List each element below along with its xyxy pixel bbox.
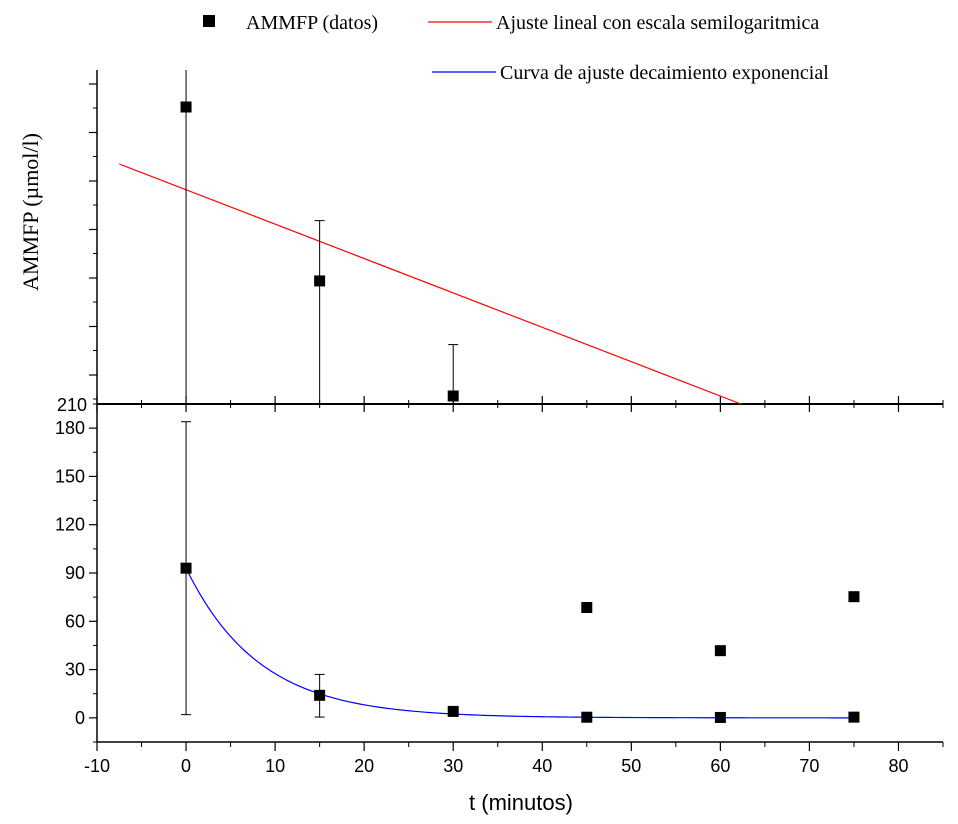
bottom-panel: -10 0 10 20 30 40 50 60 70 80 0 30 60 90 120 150 180: [55, 403, 944, 776]
x-tick-label: 70: [799, 756, 819, 776]
x-tick-label: 60: [710, 756, 730, 776]
top-data-point: [581, 601, 593, 613]
legend: AMMFP (datos) Ajuste lineal con escala se…: [203, 12, 829, 84]
x-tick-label: 10: [265, 756, 285, 776]
legend-label-data: AMMFP (datos): [246, 12, 378, 34]
top-data-point: [180, 101, 192, 113]
bottom-data-point: [581, 711, 593, 723]
x-axis-title: t (minutos): [469, 790, 573, 815]
bottom-data-point: [714, 711, 726, 723]
y-tick-label-top: 210: [57, 395, 87, 415]
bottom-data-point: [848, 711, 860, 723]
bottom-data-point: [180, 562, 192, 574]
y-tick-label: 0: [75, 708, 85, 728]
top-data-point: [314, 275, 326, 287]
axis-titles: t (minutos) AMMFP (µmol/l): [18, 133, 573, 815]
legend-label-exponential: Curva de ajuste decaimiento exponencial: [500, 62, 829, 84]
top-panel: 210: [57, 70, 944, 742]
top-data-point: [848, 591, 860, 603]
top-data-point: [714, 645, 726, 657]
y-tick-label: 150: [55, 466, 85, 486]
y-tick-label: 60: [65, 611, 85, 631]
x-tick-label: 50: [621, 756, 641, 776]
red-fit-line: [119, 163, 742, 405]
top-data-point: [447, 390, 459, 402]
y-tick-label: 90: [65, 563, 85, 583]
x-tick-label: 80: [888, 756, 908, 776]
x-tick-label: 30: [443, 756, 463, 776]
y-tick-label: 120: [55, 515, 85, 535]
blue-fit-curve: [185, 567, 854, 719]
bottom-data-point: [314, 689, 326, 701]
y-tick-label: 180: [55, 418, 85, 438]
x-tick-label: -10: [84, 756, 110, 776]
bottom-data-point: [447, 705, 459, 717]
legend-label-linear: Ajuste lineal con escala semilogaritmica: [496, 12, 819, 34]
x-tick-label: 40: [532, 756, 552, 776]
y-tick-label: 30: [65, 660, 85, 680]
y-axis-title: AMMFP (µmol/l): [18, 133, 43, 291]
legend-marker-data: [203, 15, 215, 27]
x-tick-label: 20: [354, 756, 374, 776]
x-tick-label: 0: [181, 756, 191, 776]
